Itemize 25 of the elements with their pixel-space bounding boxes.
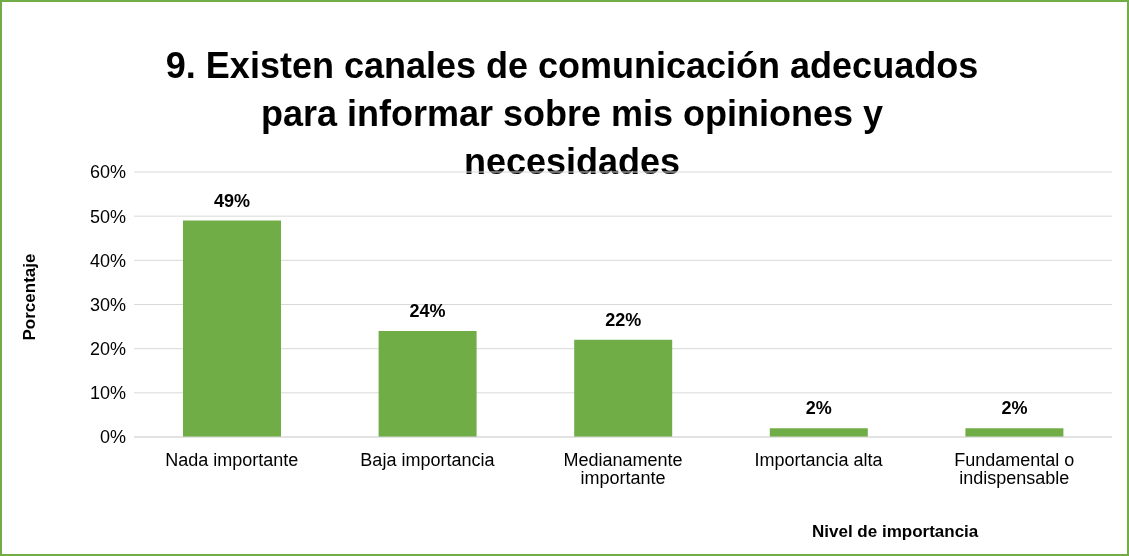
data-label: 2% — [1001, 398, 1028, 419]
chart-title: 9. Existen canales de comunicación adecuados para informar sobre mis opiniones y necesidades — [164, 44, 980, 184]
bar — [378, 331, 477, 437]
x-tick-label: Medianamente importante — [563, 449, 683, 488]
x-axis-title: Nivel de importancia — [812, 522, 979, 542]
y-tick-label: 30% — [89, 294, 126, 315]
bar — [183, 220, 281, 437]
x-tick-label: Baja importancia — [360, 449, 496, 470]
x-tick-label: Importancia alta — [754, 449, 884, 470]
y-tick-label: 10% — [89, 383, 126, 404]
x-tick-label: Nada importante — [165, 449, 299, 470]
y-tick-label: 40% — [89, 250, 126, 271]
bar — [769, 428, 868, 437]
y-tick-label: 50% — [89, 206, 126, 227]
bar — [965, 428, 1064, 437]
y-tick-label: 0% — [99, 427, 126, 448]
data-label: 24% — [409, 301, 446, 321]
x-tick-label: Fundamental o indispensable — [954, 449, 1075, 488]
bar — [574, 339, 673, 437]
data-label: 49% — [213, 190, 251, 211]
y-tick-label: 60% — [89, 162, 126, 183]
data-label: 22% — [605, 309, 642, 330]
data-label: 2% — [805, 398, 832, 419]
y-axis-title: Porcentaje — [20, 253, 40, 341]
y-tick-label: 20% — [89, 339, 126, 360]
